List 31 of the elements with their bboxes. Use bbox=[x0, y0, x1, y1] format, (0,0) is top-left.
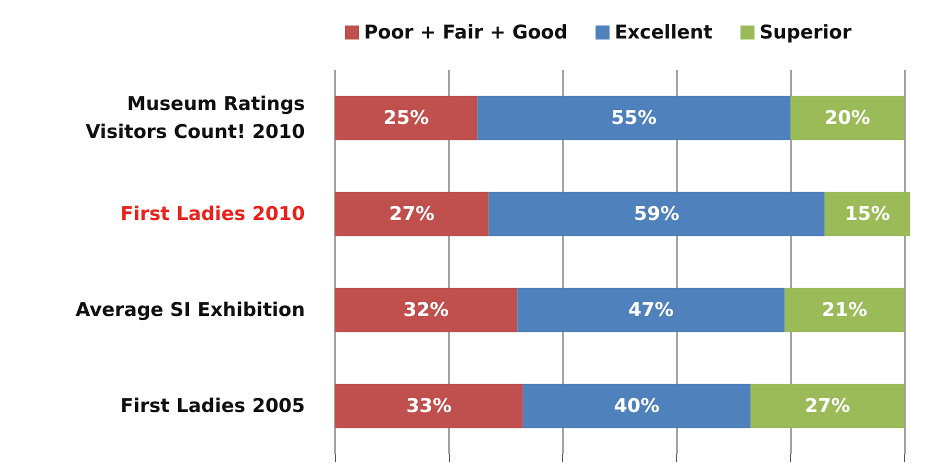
legend-label: Superior bbox=[759, 22, 852, 44]
data-label: 27% bbox=[389, 203, 435, 225]
bar bbox=[335, 192, 489, 236]
data-label: 55% bbox=[611, 107, 657, 129]
data-label: 27% bbox=[804, 395, 850, 417]
legend-label: Poor + Fair + Good bbox=[364, 22, 568, 44]
data-label: 59% bbox=[634, 203, 680, 225]
data-label: 20% bbox=[824, 107, 870, 129]
bar bbox=[335, 384, 523, 428]
bar bbox=[477, 96, 790, 140]
bar bbox=[522, 384, 751, 428]
data-label: 33% bbox=[406, 395, 452, 417]
legend-label: Excellent bbox=[614, 22, 712, 44]
data-label: 25% bbox=[383, 107, 429, 129]
y-tick-label: Average SI Exhibition bbox=[75, 299, 305, 321]
bar bbox=[750, 384, 904, 428]
bar bbox=[335, 96, 478, 140]
bar bbox=[824, 192, 910, 236]
bar bbox=[784, 288, 904, 332]
bar bbox=[488, 192, 825, 236]
data-label: 32% bbox=[403, 299, 449, 321]
y-tick-label: First Ladies 2010 bbox=[120, 203, 305, 225]
data-label: 21% bbox=[822, 299, 868, 321]
bar bbox=[335, 288, 518, 332]
bar bbox=[790, 96, 904, 140]
y-tick-label: Museum Ratings Visitors Count! 2010 bbox=[86, 93, 305, 143]
data-label: 40% bbox=[614, 395, 660, 417]
data-label: 47% bbox=[628, 299, 674, 321]
y-tick-label: First Ladies 2005 bbox=[120, 395, 305, 417]
data-label: 15% bbox=[844, 203, 890, 225]
bar bbox=[517, 288, 785, 332]
